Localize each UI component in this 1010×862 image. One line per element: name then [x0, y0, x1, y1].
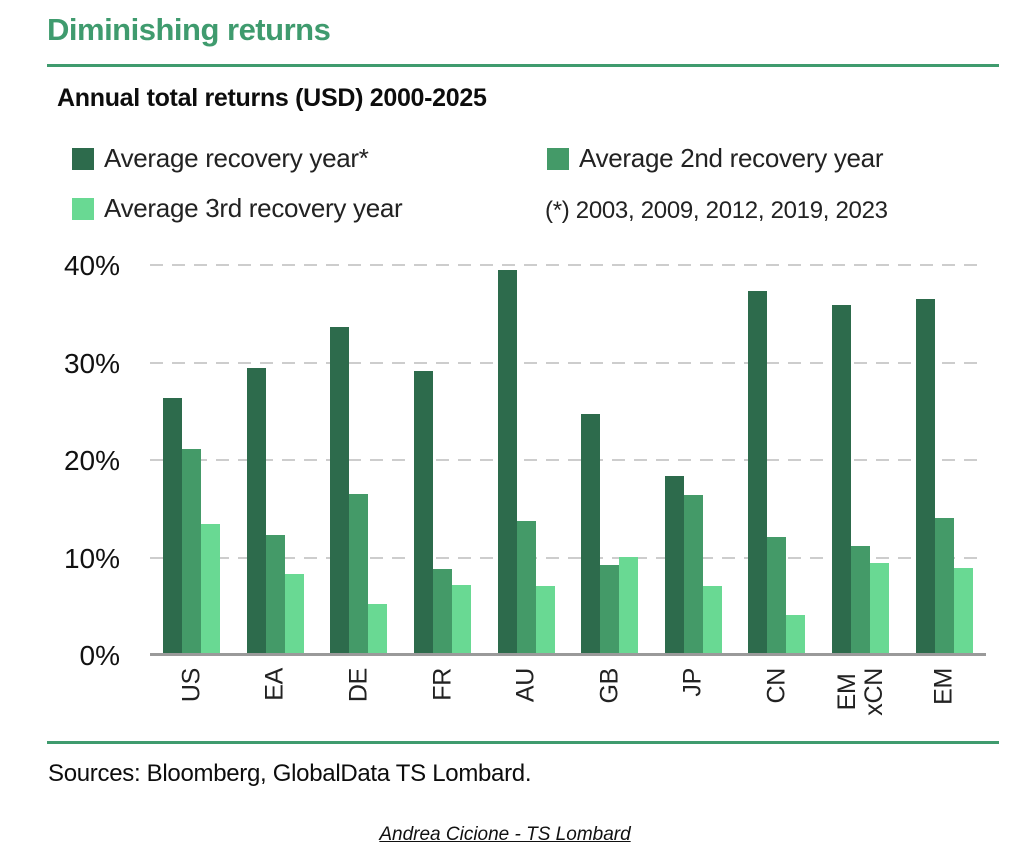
bar	[368, 604, 388, 654]
x-tick-label: CN	[762, 668, 791, 704]
bar-group-em-xcn	[819, 304, 903, 654]
bar	[619, 557, 639, 654]
bar	[786, 615, 806, 654]
sources-text: Sources: Bloomberg, GlobalData TS Lombar…	[48, 760, 532, 787]
gridline	[150, 264, 986, 266]
bar	[452, 584, 472, 654]
bar	[581, 414, 601, 654]
credit-link[interactable]: Andrea Cicione - TS Lombard	[379, 824, 631, 845]
x-tick-cell: JP	[652, 666, 736, 748]
bar	[851, 545, 871, 654]
bar	[414, 371, 434, 654]
y-tick-label: 10%	[63, 542, 120, 574]
x-tick-cell: DE	[317, 666, 401, 748]
x-tick-cell: GB	[568, 666, 652, 748]
asterisk-footnote: (*) 2003, 2009, 2012, 2019, 2023	[545, 197, 888, 224]
x-tick-label: EA	[260, 668, 289, 701]
x-tick-label: US	[177, 668, 206, 703]
x-tick-label: DE	[344, 668, 373, 703]
bar-group-ea	[234, 368, 318, 654]
bar	[953, 568, 973, 654]
gridline	[150, 361, 986, 364]
x-tick-label: JP	[678, 668, 707, 697]
legend-swatch-light-green	[72, 197, 94, 220]
x-tick-cell: CN	[735, 666, 819, 748]
bar	[832, 304, 852, 654]
bar-group-gb	[568, 414, 652, 654]
bar	[664, 475, 684, 654]
x-tick-cell: EA	[234, 666, 318, 748]
bar-group-fr	[401, 371, 485, 654]
y-tick-label: 40%	[63, 250, 120, 281]
bar-group-cn	[735, 291, 819, 654]
bar	[683, 495, 703, 654]
legend-item-3rd-recovery-year: Average 3rd recovery year	[72, 193, 403, 224]
legend-item-recovery-year: Average recovery year*	[72, 143, 369, 174]
bar-group-de	[317, 327, 401, 654]
bar	[284, 574, 304, 654]
x-tick-cell: EM xCN	[819, 666, 903, 748]
y-tick-label: 30%	[63, 347, 120, 379]
bar	[182, 449, 202, 654]
bar	[246, 368, 266, 654]
y-tick-label: 0%	[79, 640, 120, 671]
x-tick-label: EM	[929, 668, 958, 705]
bar	[330, 327, 350, 654]
bar	[915, 299, 935, 654]
x-tick-label: FR	[428, 668, 457, 701]
gridline	[150, 459, 986, 461]
x-tick-cell: FR	[401, 666, 485, 748]
bar	[870, 563, 890, 654]
bar	[934, 517, 954, 654]
x-tick-cell: AU	[484, 666, 568, 748]
bar	[767, 537, 787, 654]
bar	[163, 397, 183, 654]
x-tick-label: EM xCN	[832, 668, 888, 716]
legend-item-2nd-recovery-year: Average 2nd recovery year	[547, 143, 884, 174]
legend-label-recovery-year: Average recovery year*	[104, 143, 369, 173]
x-axis-labels: US EA DE FR AU GB JP CN EM xCN EM	[150, 666, 986, 748]
bar	[201, 524, 221, 654]
legend-label-3rd-recovery-year: Average 3rd recovery year	[104, 193, 403, 223]
bar	[748, 291, 768, 654]
x-tick-label: GB	[595, 668, 624, 704]
bar-group-em	[902, 299, 986, 654]
bars	[150, 247, 986, 654]
bar	[349, 494, 369, 654]
gridline	[150, 556, 986, 559]
top-divider	[47, 64, 999, 67]
plot-area	[150, 247, 986, 656]
legend-label-2nd-recovery-year: Average 2nd recovery year	[579, 143, 884, 173]
chart-title: Annual total returns (USD) 2000-2025	[57, 84, 487, 112]
bar	[497, 269, 517, 654]
bar	[600, 565, 620, 654]
x-tick-cell: EM	[902, 666, 986, 748]
x-axis-line	[150, 653, 986, 656]
bar-group-au	[484, 269, 568, 654]
x-tick-label: AU	[511, 668, 540, 703]
bar-group-jp	[652, 475, 736, 654]
bar	[702, 585, 722, 654]
legend-swatch-medium-green	[547, 147, 569, 170]
y-tick-label: 20%	[63, 445, 120, 476]
x-tick-cell: US	[150, 666, 234, 748]
bar	[433, 569, 453, 654]
bar	[516, 521, 536, 654]
bar	[265, 535, 285, 654]
page-title: Diminishing returns	[47, 12, 331, 47]
bar-group-us	[150, 397, 234, 654]
legend-swatch-dark-green	[72, 147, 94, 170]
bottom-divider	[47, 741, 999, 744]
bar	[535, 585, 555, 654]
